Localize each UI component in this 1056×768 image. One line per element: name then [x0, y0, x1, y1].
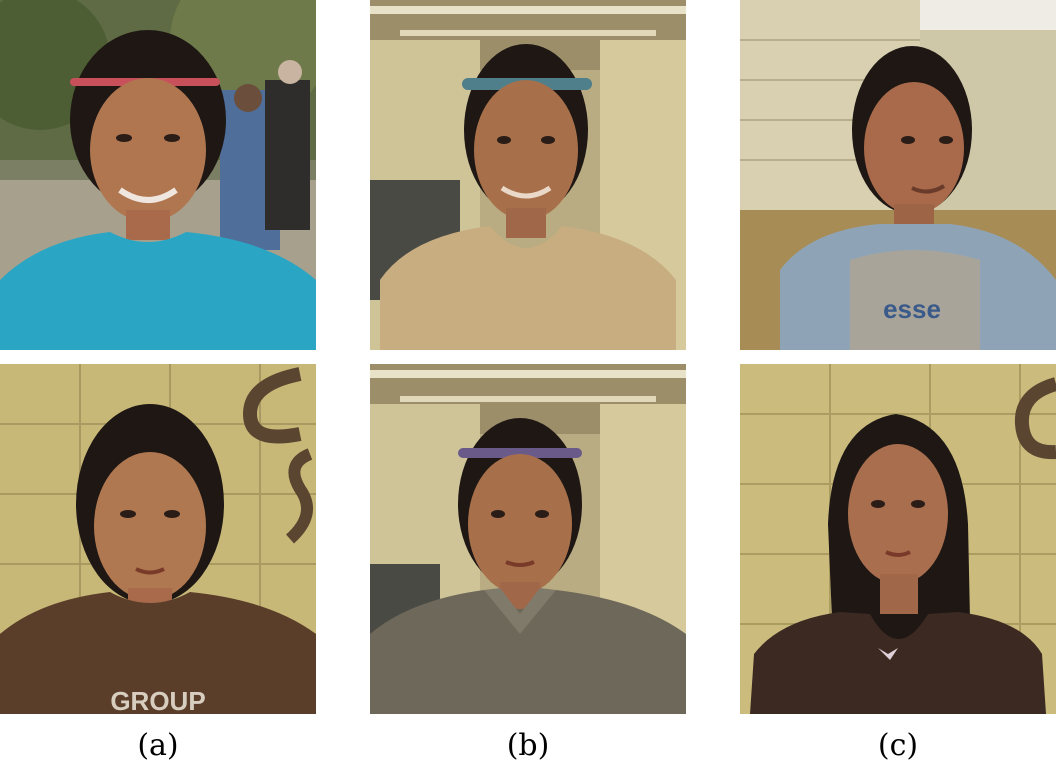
portrait-hallway-beige-shirt: [370, 0, 686, 350]
caption-a: (a): [137, 728, 179, 763]
portrait-indoor-gray-hoodie: esse: [740, 0, 1056, 350]
portrait-wall-brown-shirt: GROUP: [0, 364, 316, 714]
photo-b-bottom: [370, 364, 686, 714]
caption-c: (c): [877, 728, 919, 763]
portrait-hallway-gray-polo: [370, 364, 686, 714]
portrait-wall-long-hair: [740, 364, 1056, 714]
photo-a-bottom: GROUP: [0, 364, 316, 714]
photo-a-top: [0, 0, 316, 350]
shirt-print: esse: [883, 294, 941, 324]
photo-c-top: esse: [740, 0, 1056, 350]
photo-b-top: [370, 0, 686, 350]
shirt-print: GROUP: [110, 686, 205, 714]
portrait-outdoor-teal-shirt: [0, 0, 316, 350]
photo-c-bottom: [740, 364, 1056, 714]
caption-b: (b): [506, 728, 550, 763]
